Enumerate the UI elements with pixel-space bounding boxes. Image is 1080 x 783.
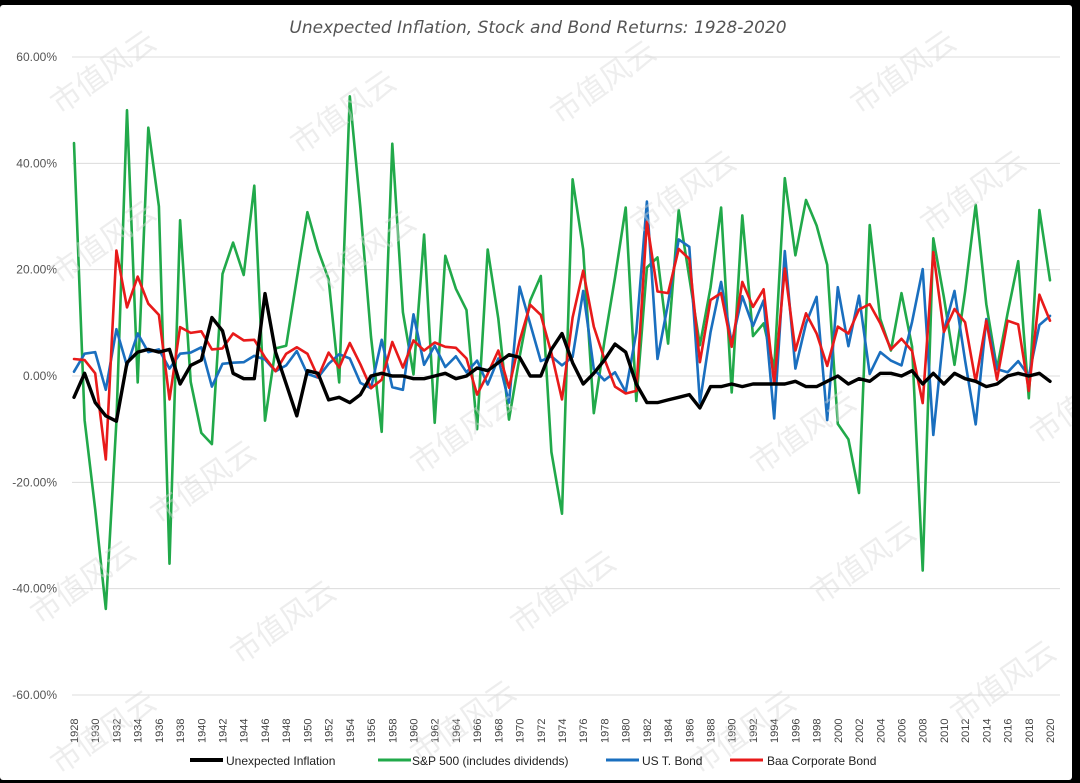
- x-tick-label: 2004: [875, 719, 887, 743]
- series-lines: [72, 95, 1052, 611]
- y-axis-ticks: 60.00% 40.00% 20.00% 0.00% -20.00% -40.00% -60…: [12, 50, 57, 702]
- chart-panel: Unexpected Inflation, Stock and Bond Ret…: [0, 5, 1072, 780]
- x-tick-label: 1950: [302, 719, 314, 743]
- legend: Unexpected Inflation S&P 500 (includes di…: [190, 754, 876, 768]
- x-tick-label: 1968: [493, 719, 505, 743]
- watermark-text: 市值风云: [45, 24, 163, 121]
- x-tick-label: 1946: [260, 719, 272, 743]
- x-tick-label: 1998: [812, 719, 824, 743]
- x-tick-label: 1940: [196, 719, 208, 743]
- legend-label: US T. Bond: [642, 754, 702, 768]
- x-tick-label: 2012: [960, 719, 972, 743]
- legend-item: Baa Corporate Bond: [730, 754, 876, 768]
- x-tick-label: 1954: [345, 719, 357, 743]
- x-tick-label: 2006: [896, 719, 908, 743]
- x-tick-label: 1938: [175, 719, 187, 743]
- x-tick-label: 2018: [1024, 719, 1036, 743]
- x-tick-label: 1996: [790, 719, 802, 743]
- watermark-text: 市值风云: [945, 634, 1063, 731]
- x-tick-label: 1984: [663, 719, 675, 743]
- x-tick-label: 1980: [621, 719, 633, 743]
- x-tick-label: 1986: [684, 719, 696, 743]
- x-tick-label: 1942: [218, 719, 230, 743]
- x-tick-label: 1960: [408, 719, 420, 743]
- x-tick-label: 1930: [90, 719, 102, 743]
- watermark-text: 市值风云: [45, 684, 163, 780]
- y-tick-label: 40.00%: [16, 156, 57, 170]
- legend-item: US T. Bond: [606, 754, 702, 768]
- y-tick-label: -20.00%: [12, 475, 57, 489]
- x-tick-label: 1962: [430, 719, 442, 743]
- series-line-us-t-bond: [72, 200, 1052, 437]
- series-line-unexpected-inflation: [72, 291, 1052, 423]
- x-tick-label: 1972: [536, 719, 548, 743]
- y-tick-label: 0.00%: [23, 369, 57, 383]
- x-axis-ticks: 1928 1930 1932 1934 1936 1938 1940 1942 1944 1946…: [69, 719, 1057, 743]
- x-tick-label: 1952: [324, 719, 336, 743]
- x-tick-label: 1982: [642, 719, 654, 743]
- y-tick-label: 20.00%: [16, 263, 57, 277]
- x-tick-label: 1978: [599, 719, 611, 743]
- x-tick-label: 1958: [387, 719, 399, 743]
- x-tick-label: 1976: [578, 719, 590, 743]
- legend-label: Baa Corporate Bond: [767, 754, 876, 768]
- series-line-baa-corporate-bond: [72, 220, 1052, 461]
- x-tick-label: 1990: [727, 719, 739, 743]
- legend-label: Unexpected Inflation: [226, 754, 335, 768]
- x-tick-label: 1970: [515, 719, 527, 743]
- x-tick-label: 1956: [366, 719, 378, 743]
- legend-label: S&P 500 (includes dividends): [412, 754, 569, 768]
- x-tick-label: 1928: [69, 719, 81, 743]
- x-tick-label: 2020: [1045, 719, 1057, 743]
- x-tick-label: 1988: [706, 719, 718, 743]
- x-tick-label: 1994: [769, 719, 781, 743]
- x-tick-label: 2010: [939, 719, 951, 743]
- line-chart: Unexpected Inflation, Stock and Bond Ret…: [12, 18, 1072, 780]
- x-tick-label: 2016: [1003, 719, 1015, 743]
- watermark-text: 市值风云: [845, 24, 963, 121]
- y-tick-label: -40.00%: [12, 582, 57, 596]
- x-tick-label: 1932: [111, 719, 123, 743]
- x-tick-label: 1934: [133, 719, 145, 743]
- legend-item: Unexpected Inflation: [190, 754, 335, 768]
- x-tick-label: 1944: [239, 719, 251, 743]
- y-tick-label: -60.00%: [12, 688, 57, 702]
- x-tick-label: 1974: [557, 719, 569, 743]
- x-tick-label: 1936: [154, 719, 166, 743]
- x-tick-label: 1992: [748, 719, 760, 743]
- x-tick-label: 1964: [451, 719, 463, 743]
- watermark-text: 市值风云: [805, 514, 923, 611]
- x-tick-label: 2008: [918, 719, 930, 743]
- watermark-text: 市值风云: [405, 384, 523, 481]
- watermark-text: 市值风云: [505, 544, 623, 641]
- x-tick-label: 1948: [281, 719, 293, 743]
- x-tick-label: 2000: [833, 719, 845, 743]
- watermark-text: 市值风云: [545, 34, 663, 131]
- x-tick-label: 2002: [854, 719, 866, 743]
- x-tick-label: 1966: [472, 719, 484, 743]
- legend-item: S&P 500 (includes dividends): [378, 754, 569, 768]
- y-tick-label: 60.00%: [16, 50, 57, 64]
- x-tick-label: 2014: [981, 719, 993, 743]
- watermark-text: 市值风云: [625, 144, 743, 241]
- watermark-text: 市值风云: [285, 64, 403, 161]
- watermark-text: 市值风云: [305, 204, 423, 301]
- watermark-text: 市值风云: [45, 194, 163, 291]
- chart-title: Unexpected Inflation, Stock and Bond Ret…: [289, 18, 786, 38]
